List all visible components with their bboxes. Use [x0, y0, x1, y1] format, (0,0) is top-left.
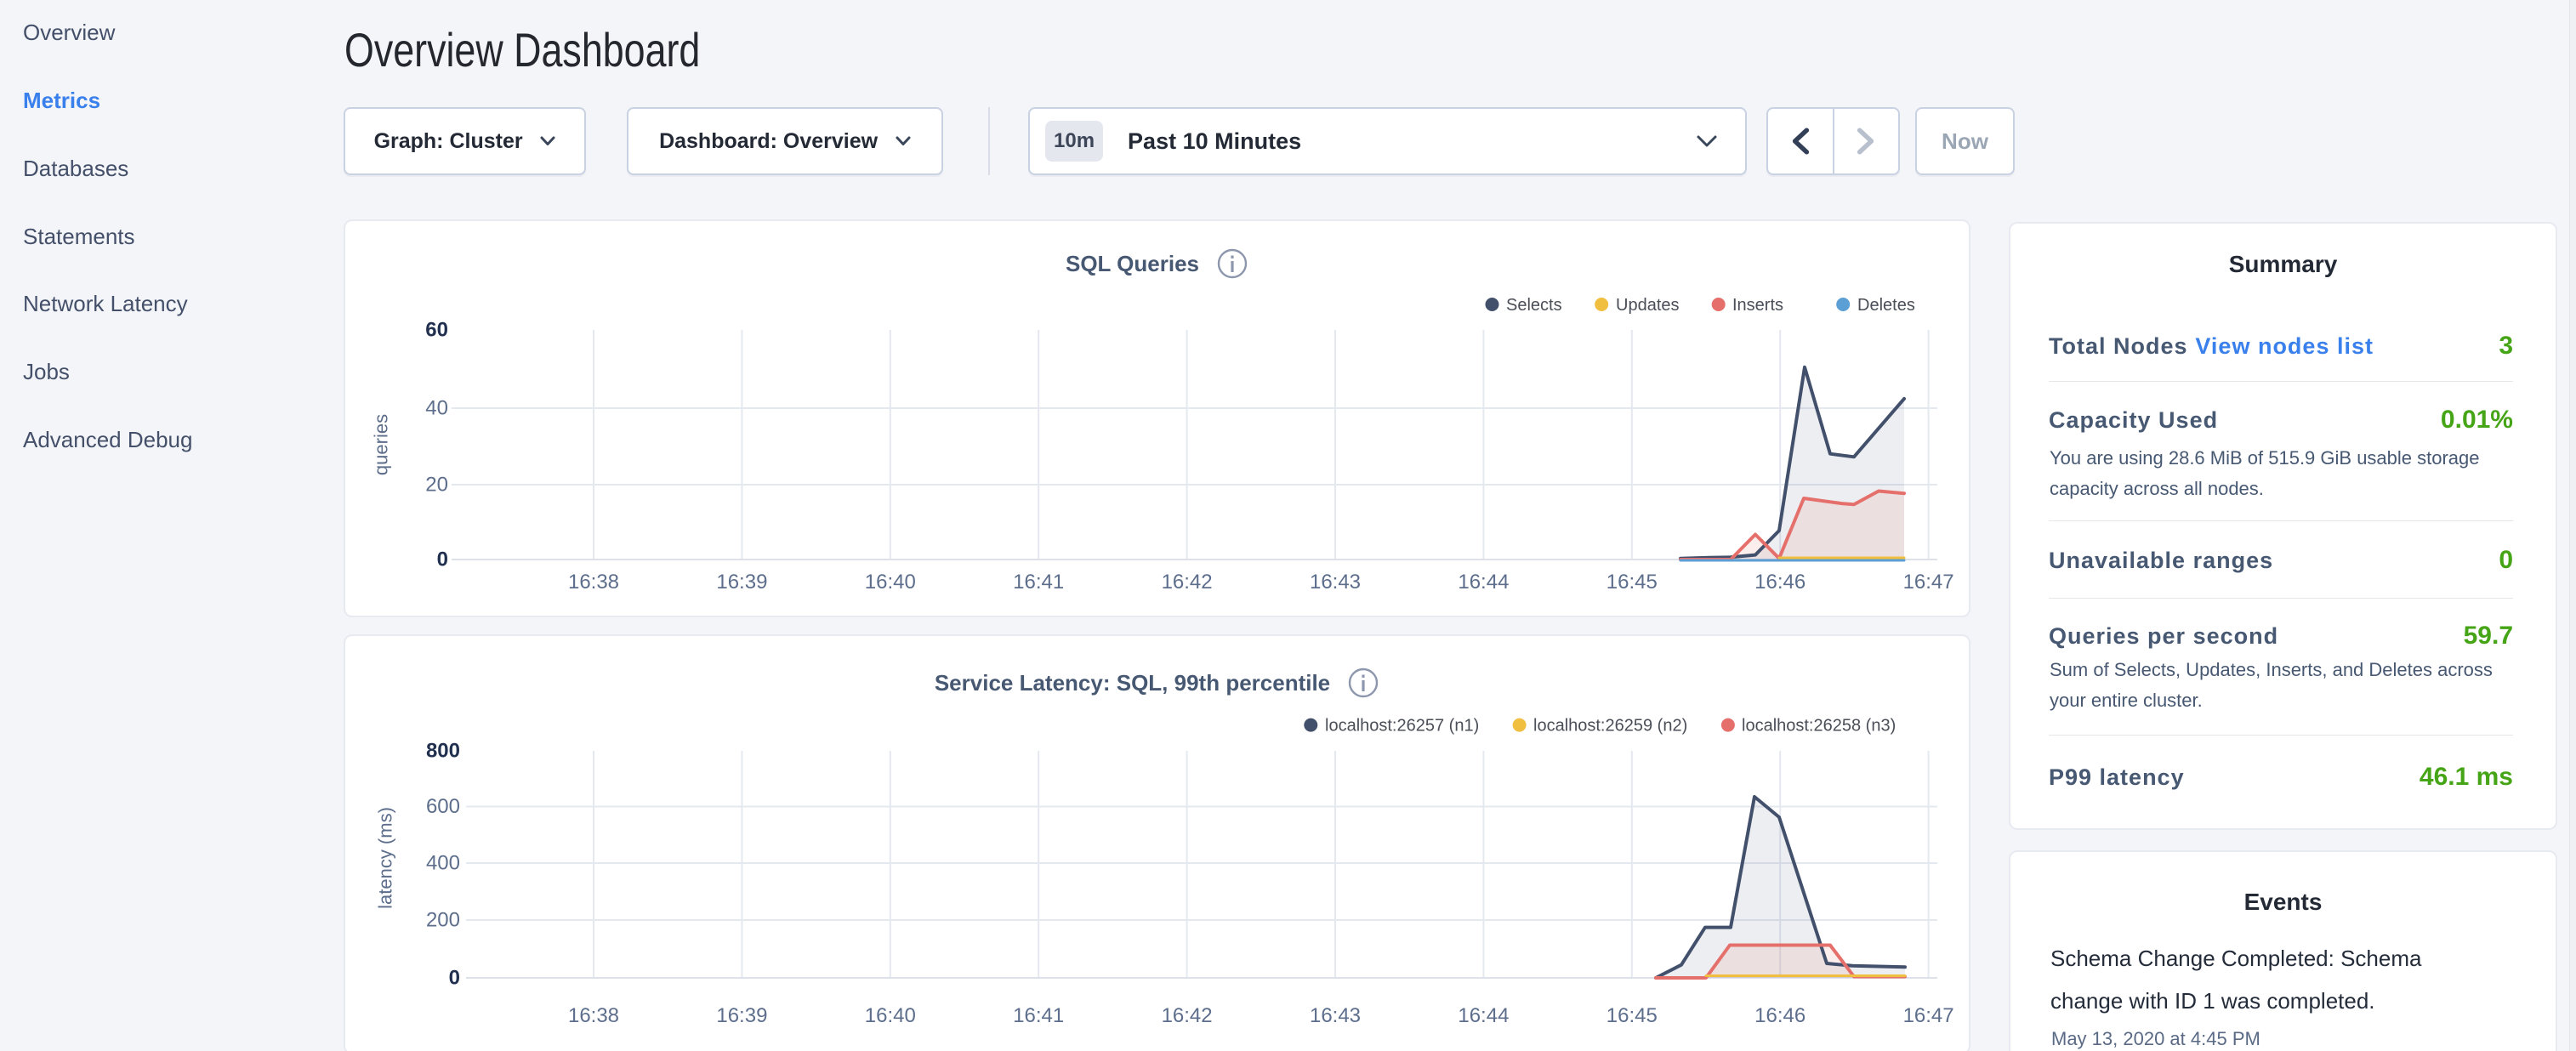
svg-text:200: 200	[426, 909, 460, 932]
svg-text:16:42: 16:42	[1162, 571, 1213, 594]
svg-text:localhost:26258 (n3): localhost:26258 (n3)	[1742, 717, 1896, 736]
svg-text:20: 20	[425, 474, 448, 497]
svg-text:16:43: 16:43	[1310, 571, 1361, 594]
svg-text:60: 60	[425, 319, 448, 342]
svg-text:400: 400	[426, 852, 460, 875]
svg-text:0: 0	[437, 548, 448, 571]
svg-text:16:43: 16:43	[1310, 1004, 1361, 1027]
svg-text:queries: queries	[371, 414, 392, 475]
svg-text:Updates: Updates	[1616, 296, 1680, 315]
svg-text:localhost:26257 (n1): localhost:26257 (n1)	[1325, 717, 1479, 736]
svg-text:16:45: 16:45	[1606, 571, 1658, 594]
svg-text:16:40: 16:40	[865, 1004, 916, 1027]
svg-text:16:42: 16:42	[1162, 1004, 1213, 1027]
svg-text:16:46: 16:46	[1754, 1004, 1805, 1027]
svg-text:16:44: 16:44	[1458, 571, 1509, 594]
svg-text:16:41: 16:41	[1013, 571, 1064, 594]
svg-text:Selects: Selects	[1506, 296, 1562, 315]
svg-text:16:46: 16:46	[1754, 571, 1805, 594]
svg-text:16:45: 16:45	[1606, 1004, 1658, 1027]
svg-text:600: 600	[426, 795, 460, 818]
svg-text:16:40: 16:40	[865, 571, 916, 594]
svg-text:Inserts: Inserts	[1732, 296, 1783, 315]
svg-text:16:39: 16:39	[716, 571, 767, 594]
svg-text:localhost:26259 (n2): localhost:26259 (n2)	[1533, 717, 1687, 736]
svg-text:40: 40	[425, 397, 448, 420]
svg-text:16:39: 16:39	[716, 1004, 767, 1027]
svg-text:Deletes: Deletes	[1857, 296, 1915, 315]
svg-text:16:47: 16:47	[1903, 1004, 1954, 1027]
svg-text:0: 0	[449, 967, 460, 990]
svg-text:16:38: 16:38	[568, 571, 619, 594]
svg-text:16:41: 16:41	[1013, 1004, 1064, 1027]
svg-text:800: 800	[426, 740, 460, 763]
svg-text:latency (ms): latency (ms)	[375, 807, 396, 909]
svg-text:16:47: 16:47	[1903, 571, 1954, 594]
svg-text:16:38: 16:38	[568, 1004, 619, 1027]
svg-text:16:44: 16:44	[1458, 1004, 1509, 1027]
